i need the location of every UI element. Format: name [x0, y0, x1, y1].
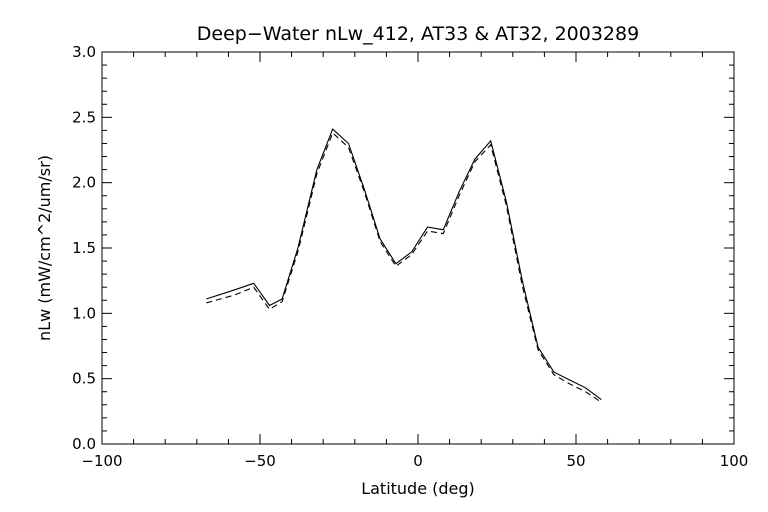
y-axis-label: nLw (mW/cm^2/um/sr) [35, 155, 54, 341]
y-tick-label: 2.0 [72, 174, 96, 192]
y-tick-label: 2.5 [72, 108, 96, 126]
x-axis-label: Latitude (deg) [361, 479, 475, 498]
series-line-solid [206, 128, 602, 401]
x-tick-label: 50 [566, 452, 585, 470]
y-tick-label: 1.5 [72, 239, 96, 257]
x-tick-label: −100 [81, 452, 122, 470]
x-tick-label: 100 [720, 452, 749, 470]
x-tick-label: 0 [413, 452, 423, 470]
y-tick-label: 0.5 [72, 370, 96, 388]
plot-frame [101, 51, 735, 445]
y-tick-label: 3.0 [72, 43, 96, 61]
series-line-dashed [206, 132, 602, 403]
axis-ticks [101, 51, 735, 445]
x-tick-label: −50 [244, 452, 276, 470]
data-series [206, 128, 602, 403]
y-tick-label: 0.0 [72, 435, 96, 453]
axis-tick-labels: −100 −50 0 50 100 0.0 0.5 1.0 1.5 2.0 2.5 3.0 [72, 43, 748, 470]
chart-title: Deep−Water nLw_412, AT33 & AT32, 2003289 [197, 23, 639, 45]
y-tick-label: 1.0 [72, 304, 96, 322]
